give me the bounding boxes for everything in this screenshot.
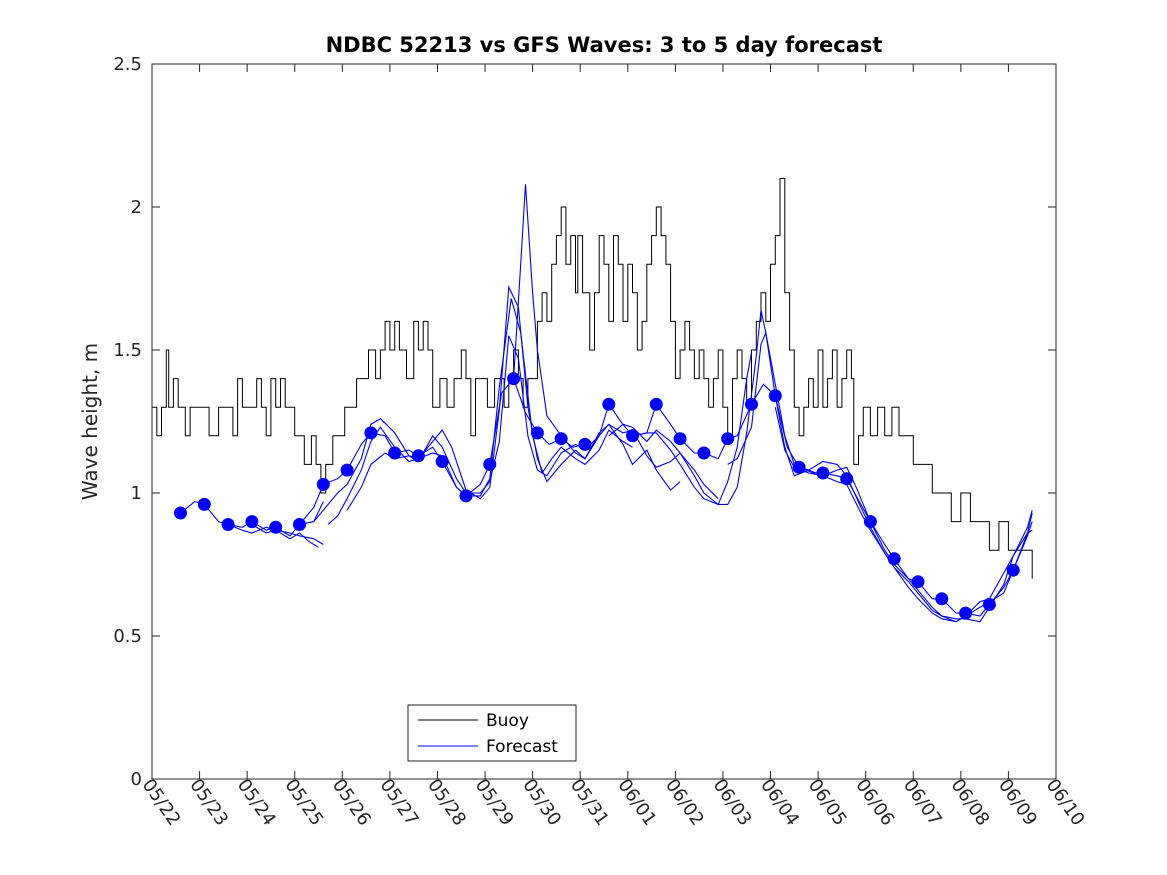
forecast-marker-35: [982, 598, 996, 611]
forecast-marker-33: [935, 592, 949, 606]
forecast-marker-13: [459, 489, 473, 503]
forecast-marker-5: [269, 520, 283, 534]
forecast-marker-8: [340, 463, 354, 477]
forecast-marker-32: [911, 575, 925, 589]
y-tick-label: 1: [131, 483, 142, 504]
forecast-marker-20: [626, 429, 639, 443]
forecast-marker-28: [816, 466, 830, 480]
forecast-marker-17: [554, 432, 568, 446]
forecast-marker-6: [293, 518, 306, 531]
forecast-marker-29: [840, 472, 854, 486]
legend-label-forecast: Forecast: [486, 737, 558, 757]
forecast-marker-30: [863, 515, 877, 529]
forecast-run-line-9: [608, 352, 753, 506]
forecast-marker-27: [792, 460, 806, 474]
forecast-marker-16: [530, 426, 544, 440]
y-axis-label: Wave height, m: [78, 343, 102, 500]
y-tick-label: 2.5: [113, 54, 142, 75]
legend-box: [407, 704, 577, 762]
forecast-marker-10: [388, 446, 402, 460]
forecast-run-line-3: [251, 524, 319, 548]
forecast-run-line-6: [327, 285, 681, 525]
forecast-marker-12: [435, 455, 449, 468]
forecast-marker-34: [959, 606, 973, 620]
buoy-series-line: [152, 177, 1033, 579]
forecast-marker-21: [649, 397, 663, 411]
forecast-marker-19: [602, 397, 616, 411]
y-tick-label: 2: [131, 197, 142, 218]
y-tick-label: 0.5: [113, 626, 142, 647]
forecast-marker-14: [483, 457, 497, 471]
forecast-marker-7: [316, 477, 330, 491]
forecast-marker-11: [411, 449, 425, 463]
forecast-marker-3: [221, 518, 235, 531]
series-layer: [152, 177, 1033, 623]
forecast-marker-24: [721, 432, 735, 446]
chart-title: NDBC 52213 vs GFS Waves: 3 to 5 day fore…: [326, 33, 883, 57]
forecast-marker-31: [887, 552, 901, 566]
forecast-run-line-8: [513, 184, 1033, 617]
y-tick-label: 0: [131, 769, 142, 790]
forecast-marker-4: [245, 515, 259, 529]
forecast-marker-15: [507, 372, 521, 386]
forecast-marker-2: [197, 497, 211, 511]
legend: Buoy Forecast: [407, 704, 577, 762]
forecast-marker-22: [673, 432, 687, 446]
forecast-marker-18: [578, 437, 592, 451]
legend-label-buoy: Buoy: [486, 711, 529, 731]
forecast-run-line-7: [346, 335, 719, 511]
forecast-marker-23: [697, 446, 711, 460]
forecast-marker-9: [364, 426, 378, 440]
y-tick-label: 1.5: [113, 340, 142, 361]
forecast-marker-1: [174, 506, 187, 520]
axes-box: [151, 63, 1057, 780]
forecast-marker-26: [768, 389, 782, 403]
forecast-marker-36: [1006, 563, 1020, 577]
forecast-marker-25: [745, 397, 758, 411]
